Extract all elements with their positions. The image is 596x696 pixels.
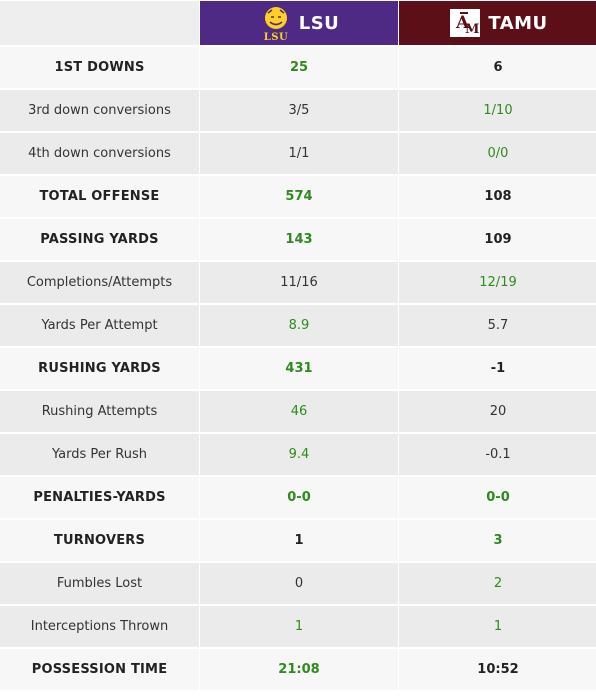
stat-value-lsu: 9.4 [200, 433, 398, 476]
stat-label: Interceptions Thrown [0, 605, 199, 648]
header-blank-cell [0, 1, 199, 45]
stat-label: PENALTIES-YARDS [0, 476, 199, 519]
stat-value-tamu: 1/10 [399, 89, 596, 132]
stat-value-tamu: 0/0 [399, 132, 596, 175]
svg-text:LSU: LSU [263, 32, 287, 42]
stat-value-lsu: 1/1 [200, 132, 398, 175]
stat-label: Yards Per Rush [0, 433, 199, 476]
stat-value-lsu: 1 [200, 605, 398, 648]
stat-label: 3rd down conversions [0, 89, 199, 132]
stat-value-lsu: 0-0 [200, 476, 398, 519]
stat-label: RUSHING YARDS [0, 347, 199, 390]
team-header-lsu: LSU LSU [200, 1, 398, 45]
stat-value-lsu: 11/16 [200, 261, 398, 304]
svg-text:M: M [465, 22, 480, 37]
stat-value-tamu: -0.1 [399, 433, 596, 476]
stat-value-lsu: 143 [200, 218, 398, 261]
stat-value-lsu: 0 [200, 562, 398, 605]
stat-label: PASSING YARDS [0, 218, 199, 261]
stat-value-tamu: 2 [399, 562, 596, 605]
stat-label: 1ST DOWNS [0, 46, 199, 89]
stat-value-lsu: 46 [200, 390, 398, 433]
stat-value-tamu: 6 [399, 46, 596, 89]
stat-value-tamu: -1 [399, 347, 596, 390]
stat-value-lsu: 431 [200, 347, 398, 390]
stat-value-lsu: 8.9 [200, 304, 398, 347]
stat-value-lsu: 3/5 [200, 89, 398, 132]
stat-value-lsu: 25 [200, 46, 398, 89]
stat-value-tamu: 3 [399, 519, 596, 562]
stat-value-tamu: 10:52 [399, 648, 596, 691]
stat-label: Yards Per Attempt [0, 304, 199, 347]
texas-am-logo-icon: A M [450, 9, 481, 37]
stat-value-tamu: 5.7 [399, 304, 596, 347]
stat-value-tamu: 108 [399, 175, 596, 218]
stat-value-lsu: 574 [200, 175, 398, 218]
stat-value-tamu: 20 [399, 390, 596, 433]
team-header-tamu: A M TAMU [399, 1, 596, 45]
stat-label: TOTAL OFFENSE [0, 175, 199, 218]
stat-label: 4th down conversions [0, 132, 199, 175]
stat-value-tamu: 0-0 [399, 476, 596, 519]
stat-value-tamu: 1 [399, 605, 596, 648]
stat-value-tamu: 12/19 [399, 261, 596, 304]
stat-value-tamu: 109 [399, 218, 596, 261]
stat-label: TURNOVERS [0, 519, 199, 562]
stat-label: POSSESSION TIME [0, 648, 199, 691]
stat-label: Completions/Attempts [0, 261, 199, 304]
svg-text:A: A [455, 13, 470, 33]
stat-label: Fumbles Lost [0, 562, 199, 605]
stat-label: Rushing Attempts [0, 390, 199, 433]
stat-value-lsu: 1 [200, 519, 398, 562]
lsu-tiger-logo-icon: LSU [263, 7, 287, 42]
team-name-lsu: LSU [298, 12, 340, 34]
team-name-tamu: TAMU [488, 12, 548, 34]
stat-value-lsu: 21:08 [200, 648, 398, 691]
